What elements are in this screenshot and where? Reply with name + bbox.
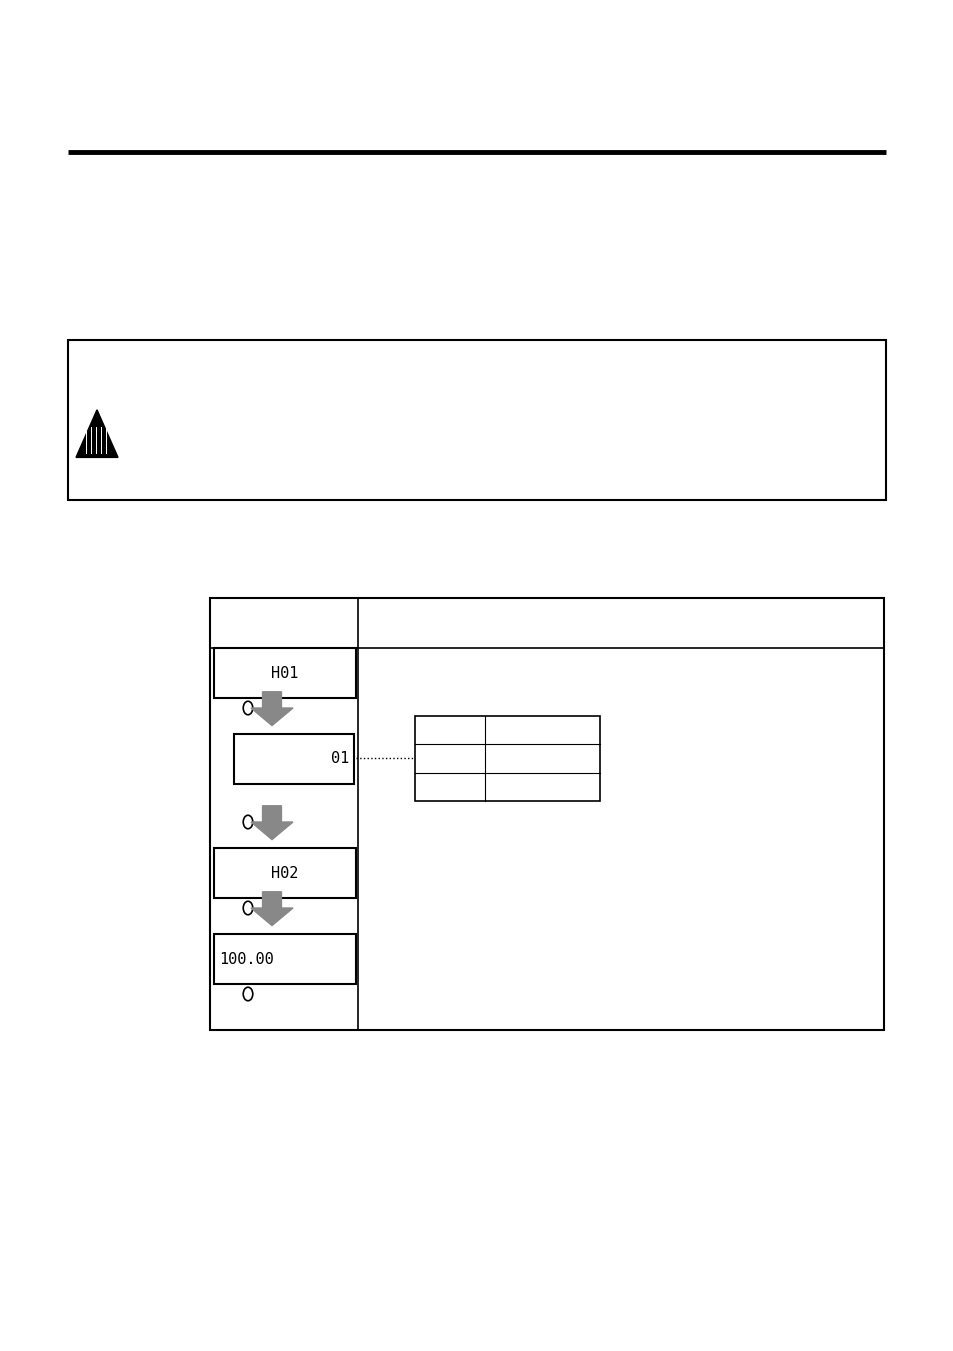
- Polygon shape: [76, 409, 118, 458]
- Bar: [210, 598, 883, 1029]
- Text: 100.00: 100.00: [218, 951, 274, 966]
- Bar: [415, 716, 599, 801]
- Polygon shape: [251, 892, 293, 925]
- Bar: [68, 340, 885, 500]
- Text: H01: H01: [271, 666, 298, 681]
- Text: H02: H02: [271, 866, 298, 881]
- Polygon shape: [251, 692, 293, 725]
- Bar: [233, 734, 354, 784]
- Bar: [213, 934, 355, 984]
- Polygon shape: [251, 805, 293, 839]
- Bar: [213, 848, 355, 898]
- Bar: [213, 648, 355, 698]
- Text: 01: 01: [331, 751, 349, 766]
